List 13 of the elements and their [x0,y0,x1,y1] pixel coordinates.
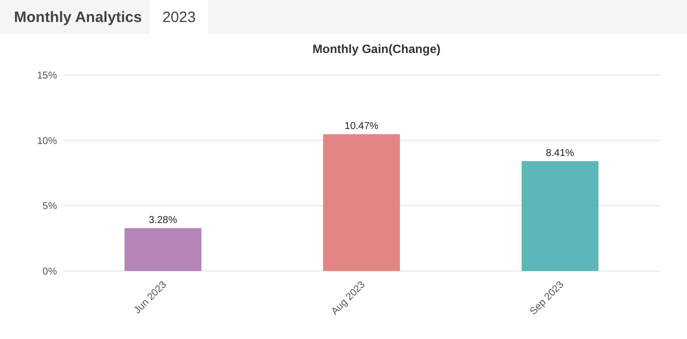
bar [323,134,400,271]
y-tick-label: 15% [36,70,58,82]
bar [124,228,202,271]
data-label: 3.28% [148,215,178,226]
y-tick-label: 10% [36,136,58,147]
data-label: 8.41% [546,148,574,160]
y-tick-label: 0% [42,266,58,278]
y-tick-label: 5% [42,201,58,212]
data-label: 10.47% [344,121,379,132]
chart-title: Monthly Gain(Change) [312,42,440,56]
text: 2023 [162,9,196,26]
text: Monthly Analytics [14,9,142,26]
bar [522,161,598,271]
